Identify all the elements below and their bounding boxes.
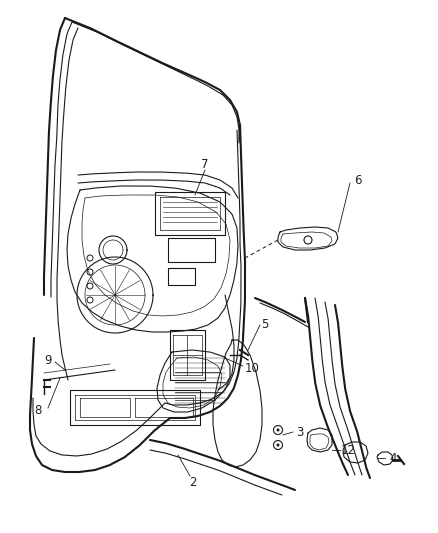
Text: 4: 4	[389, 451, 397, 464]
Text: 8: 8	[34, 403, 42, 416]
Text: 6: 6	[354, 174, 362, 187]
Text: 3: 3	[297, 425, 304, 439]
Circle shape	[276, 429, 279, 432]
Text: 2: 2	[189, 475, 197, 489]
Text: 7: 7	[201, 158, 209, 172]
Text: 5: 5	[261, 319, 268, 332]
Text: 9: 9	[44, 353, 52, 367]
Text: 10: 10	[244, 361, 259, 375]
Circle shape	[276, 443, 279, 447]
Text: 12: 12	[340, 443, 356, 456]
